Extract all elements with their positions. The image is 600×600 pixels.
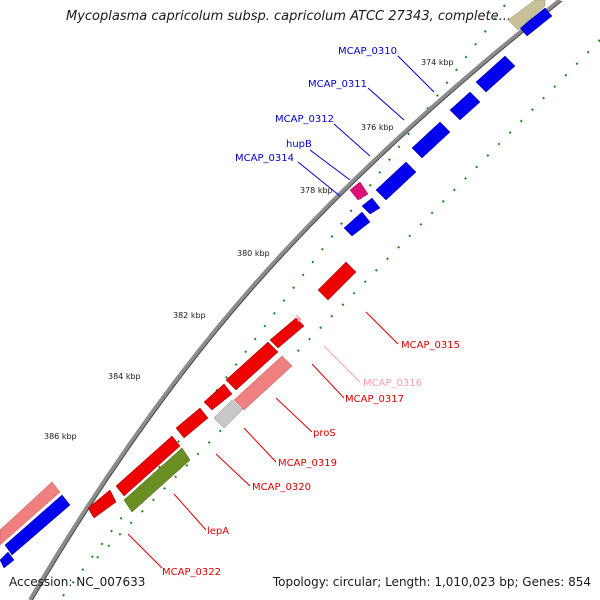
gene-label-0319[interactable]: MCAP_0319 (278, 458, 337, 469)
leader-0320 (215, 453, 251, 487)
gene-label-0310[interactable]: MCAP_0310 (338, 46, 397, 57)
reverse-genes (87, 261, 357, 519)
gene-label-0320[interactable]: MCAP_0320 (252, 482, 311, 493)
gene-block-left-2[interactable] (0, 551, 15, 569)
gene-label-proS[interactable]: proS (313, 428, 336, 439)
gene-block-0309[interactable] (519, 7, 553, 37)
leader-0314 (297, 161, 341, 197)
genome-backbone (28, 0, 562, 600)
leader-proS (275, 397, 313, 433)
gene-block-0315[interactable] (317, 261, 357, 301)
leader-0316 (323, 345, 361, 383)
leader-lepA (173, 493, 207, 531)
gene-label-0317[interactable]: MCAP_0317 (345, 394, 404, 405)
gene-label-0316[interactable]: MCAP_0316 (363, 378, 422, 389)
gene-block-unknown[interactable] (213, 399, 243, 429)
label-leaders (127, 55, 435, 569)
leader-0312 (333, 123, 371, 157)
gene-label-hupB[interactable]: hupB (286, 139, 312, 150)
gene-block-left-1[interactable] (4, 494, 71, 556)
gene-labels: MCAP_0310 MCAP_0311 MCAP_0312 hupB MCAP_… (162, 46, 460, 578)
tick-label-378: 378 kbp (300, 186, 333, 195)
accession-label: Accession: NC_007633 (9, 575, 146, 589)
leader-0322 (127, 533, 163, 569)
gene-label-0314[interactable]: MCAP_0314 (235, 153, 294, 164)
gene-block-0322[interactable] (87, 489, 117, 519)
gene-block-lepA[interactable] (123, 447, 191, 513)
leader-hupB (309, 149, 351, 181)
gene-label-0311[interactable]: MCAP_0311 (308, 79, 367, 90)
genome-summary: Topology: circular; Length: 1,010,023 bp… (272, 575, 591, 589)
gene-label-0312[interactable]: MCAP_0312 (275, 114, 334, 125)
forward-genes (0, 7, 553, 569)
gene-label-lepA[interactable]: lepA (207, 526, 229, 537)
gene-block-0314[interactable] (343, 211, 371, 237)
gene-block-proS-pseudo[interactable] (233, 355, 293, 411)
tick-label-386: 386 kbp (44, 432, 77, 441)
gene-block-0312[interactable] (411, 121, 451, 159)
leader-0315 (365, 311, 399, 345)
leader-0317 (311, 363, 345, 399)
tick-label-374: 374 kbp (421, 58, 454, 67)
gene-block-0310[interactable] (475, 55, 516, 93)
genome-backbone-shadow (32, 0, 563, 600)
gene-block-rrna[interactable] (349, 181, 369, 201)
outer-tick-guide (59, 4, 506, 600)
gene-block-0316-region[interactable] (269, 317, 305, 349)
tick-label-380: 380 kbp (237, 249, 270, 258)
leader-0319 (243, 427, 277, 463)
tick-label-384: 384 kbp (108, 372, 141, 381)
gene-block-0316[interactable] (296, 314, 302, 322)
gene-block-0319[interactable] (175, 407, 209, 439)
gene-block-left-pseudo[interactable] (0, 481, 61, 546)
gene-label-0315[interactable]: MCAP_0315 (401, 340, 460, 351)
leader-0311 (367, 87, 405, 121)
gene-block-small[interactable] (361, 197, 381, 215)
map-title: Mycoplasma capricolum subsp. capricolum … (66, 9, 511, 24)
gene-block-0320[interactable] (115, 435, 181, 497)
leader-0310 (397, 55, 435, 93)
tick-label-382: 382 kbp (173, 311, 206, 320)
gene-block-hupB[interactable] (375, 161, 417, 201)
tick-label-376: 376 kbp (361, 123, 394, 132)
gene-block-0317[interactable] (225, 341, 279, 391)
inner-tick-guide (94, 39, 600, 561)
gene-block-0311[interactable] (449, 91, 481, 121)
tick-labels: 374 kbp 376 kbp 378 kbp 380 kbp 382 kbp … (44, 58, 454, 441)
gene-block-olive-top[interactable] (507, 0, 546, 31)
gene-label-0322[interactable]: MCAP_0322 (162, 567, 221, 578)
gene-block-0317b[interactable] (203, 383, 233, 411)
